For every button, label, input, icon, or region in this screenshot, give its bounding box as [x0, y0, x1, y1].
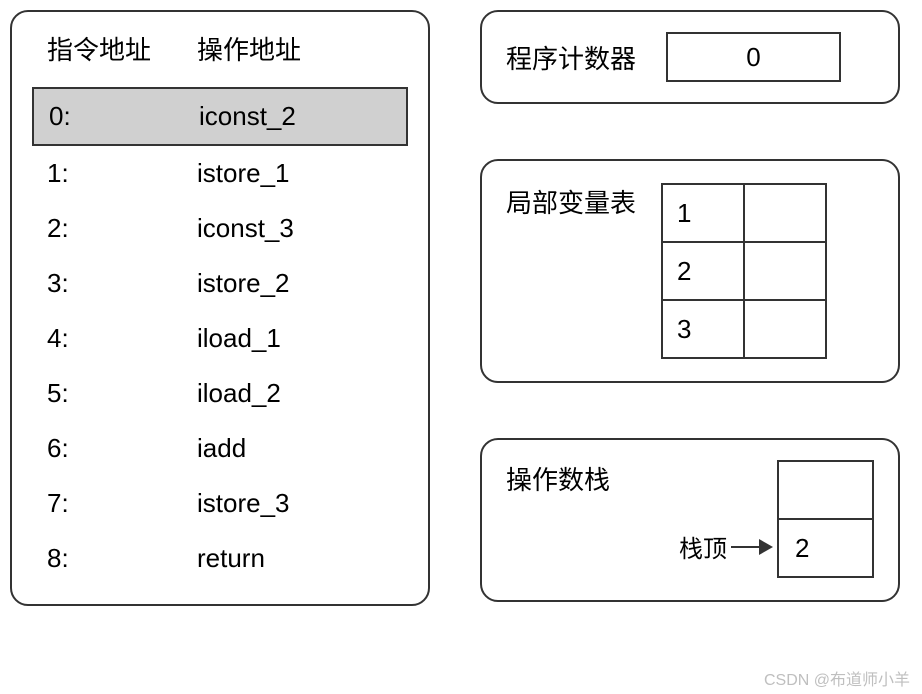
instr-op: return [197, 543, 393, 574]
instr-addr: 4: [47, 323, 197, 354]
header-op: 操作地址 [197, 30, 393, 67]
instr-op: iload_1 [197, 323, 393, 354]
instr-op: istore_2 [197, 268, 393, 299]
header-addr: 指令地址 [47, 30, 197, 67]
instruction-row: 1:istore_1 [32, 146, 408, 201]
program-counter-box: 程序计数器 0 [480, 10, 900, 104]
instr-op: iconst_2 [199, 101, 391, 132]
local-var-table-box: 局部变量表 123 [480, 159, 900, 383]
lvt-index: 3 [662, 300, 744, 358]
lvt-index: 1 [662, 184, 744, 242]
pc-label: 程序计数器 [506, 39, 636, 76]
instruction-list: 0:iconst_21:istore_12:iconst_33:istore_2… [32, 87, 408, 586]
instr-addr: 1: [47, 158, 197, 189]
instr-op: istore_1 [197, 158, 393, 189]
instr-op: iload_2 [197, 378, 393, 409]
instr-addr: 7: [47, 488, 197, 519]
operand-stack-box: 操作数栈 栈顶 2 [480, 438, 900, 602]
lvt-row: 3 [662, 300, 826, 358]
instruction-row: 4:iload_1 [32, 311, 408, 366]
instruction-panel: 指令地址 操作地址 0:iconst_21:istore_12:iconst_3… [10, 10, 430, 606]
stack-cell: 2 [778, 519, 873, 577]
instr-addr: 5: [47, 378, 197, 409]
lvt-value [744, 242, 826, 300]
lvt-value [744, 300, 826, 358]
instruction-header: 指令地址 操作地址 [32, 30, 408, 67]
instr-addr: 0: [49, 101, 199, 132]
instr-addr: 8: [47, 543, 197, 574]
instruction-row: 6:iadd [32, 421, 408, 476]
watermark: CSDN @布道师小羊 [764, 666, 910, 690]
lvt-row: 1 [662, 184, 826, 242]
lvt-index: 2 [662, 242, 744, 300]
instruction-row: 8:return [32, 531, 408, 586]
arrow-icon [731, 546, 771, 548]
instruction-row: 0:iconst_2 [32, 87, 408, 146]
instr-op: istore_3 [197, 488, 393, 519]
instr-op: iadd [197, 433, 393, 464]
stack-label: 操作数栈 [506, 460, 610, 497]
instr-addr: 6: [47, 433, 197, 464]
stack-cell [778, 461, 873, 519]
stack-table: 2 [777, 460, 874, 578]
instruction-row: 3:istore_2 [32, 256, 408, 311]
lvt-label: 局部变量表 [506, 183, 636, 220]
instr-addr: 3: [47, 268, 197, 299]
stack-top-group: 栈顶 [679, 529, 771, 564]
instr-addr: 2: [47, 213, 197, 244]
instr-op: iconst_3 [197, 213, 393, 244]
lvt-value [744, 184, 826, 242]
instruction-row: 2:iconst_3 [32, 201, 408, 256]
pc-value: 0 [666, 32, 841, 82]
lvt-table: 123 [661, 183, 827, 359]
stack-row: 2 [778, 519, 873, 577]
instruction-row: 5:iload_2 [32, 366, 408, 421]
instruction-row: 7:istore_3 [32, 476, 408, 531]
lvt-row: 2 [662, 242, 826, 300]
stack-row [778, 461, 873, 519]
stack-top-label: 栈顶 [679, 529, 727, 564]
